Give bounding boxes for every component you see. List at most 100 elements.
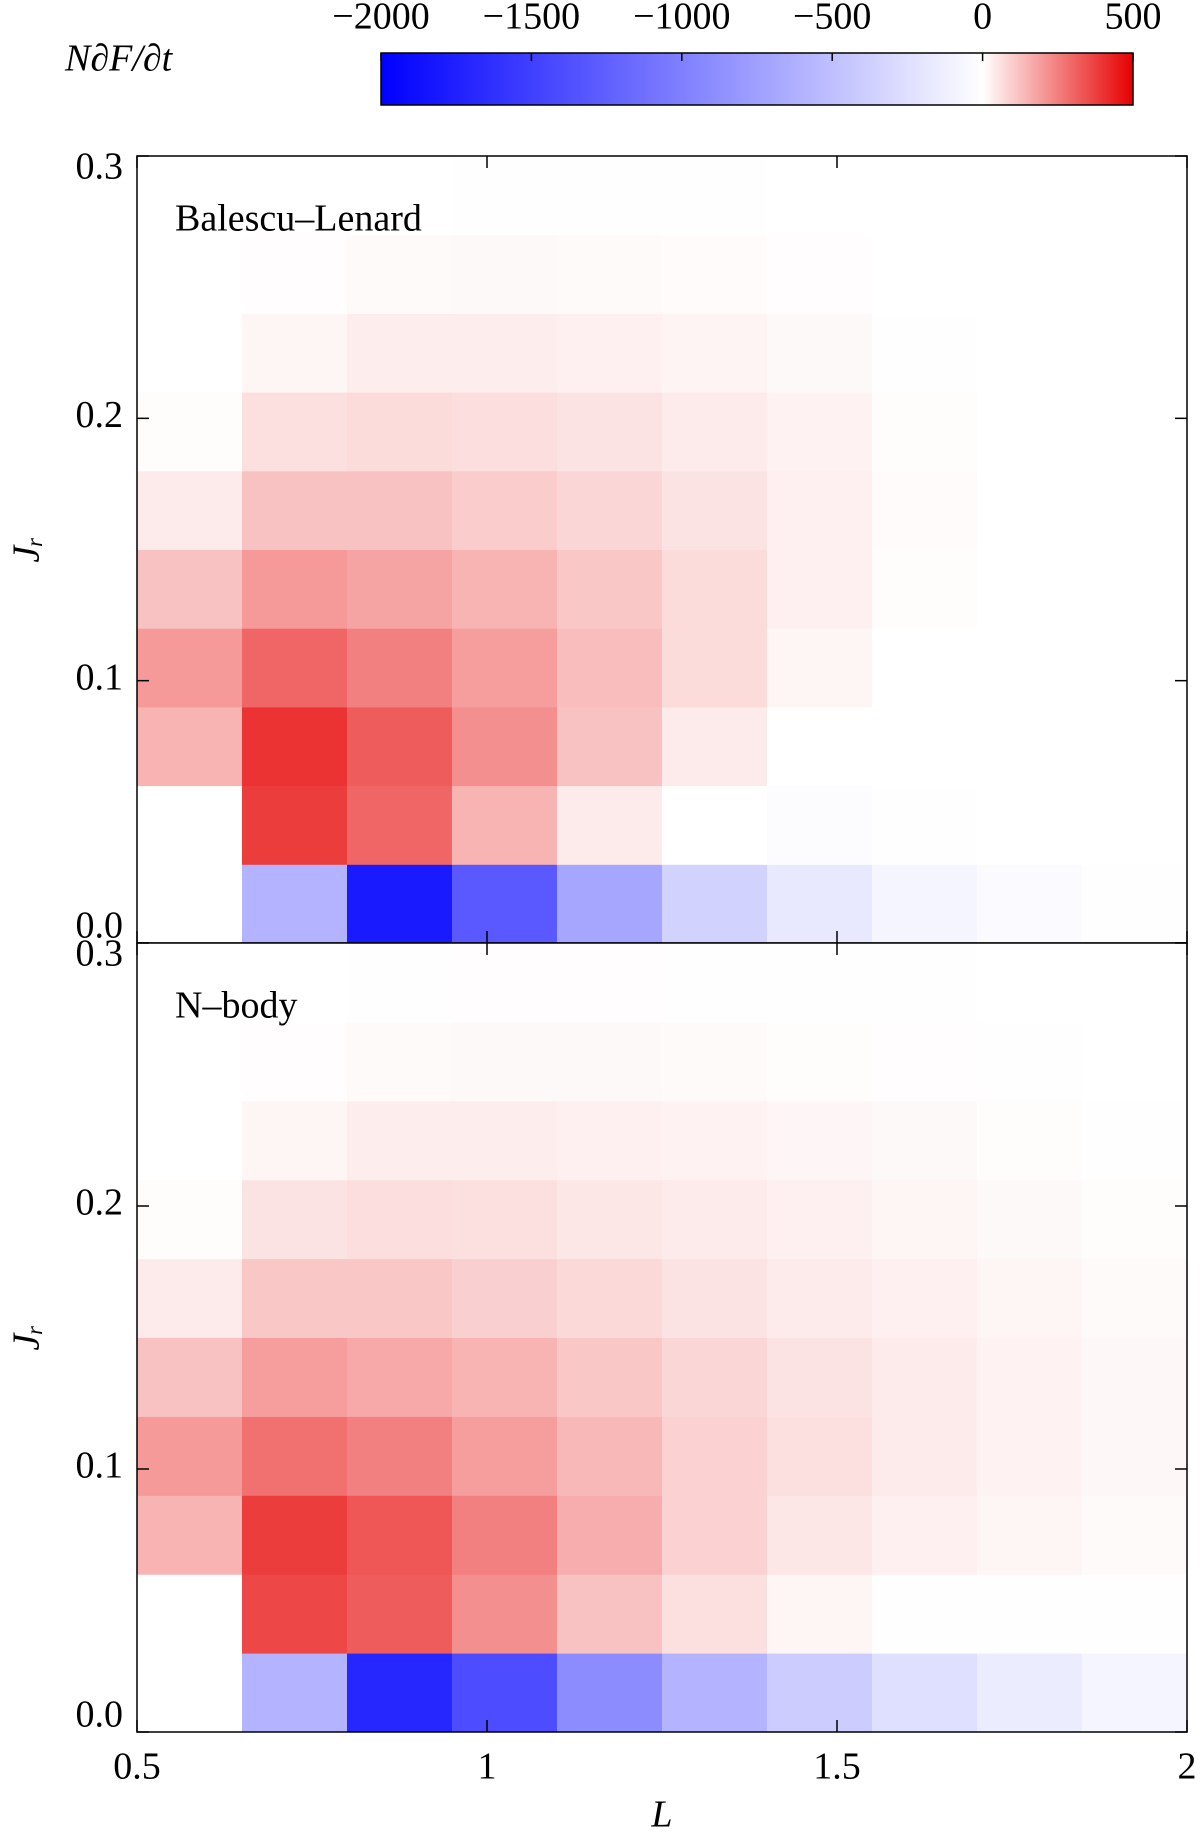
heatmap-cell — [662, 549, 768, 629]
heatmap-cell — [242, 392, 348, 472]
heatmap-cell — [557, 785, 663, 865]
heatmap-cell — [452, 1337, 558, 1417]
heatmap-cell — [767, 628, 873, 708]
heatmap-cell — [452, 706, 558, 787]
heatmap-cell — [557, 1416, 663, 1496]
heatmap-cell — [1082, 392, 1188, 472]
heatmap-cell — [977, 1416, 1083, 1496]
colorbar-label: N∂F/∂t — [64, 38, 174, 80]
heatmap-cell — [452, 234, 558, 314]
heatmap-cell — [1082, 549, 1188, 629]
heatmap-cell — [662, 1021, 768, 1102]
y-tick-label: 0.1 — [76, 1445, 124, 1487]
heatmap-cell — [242, 1574, 348, 1654]
plot-frame — [136, 942, 1188, 1733]
heatmap-cell — [767, 1100, 873, 1181]
heatmap-cell — [137, 943, 243, 1023]
heatmap-cell — [1082, 1100, 1188, 1181]
heatmap-cell — [557, 156, 663, 236]
y-tick-label: 0.0 — [76, 905, 124, 947]
heatmap-cell — [767, 470, 873, 550]
colorbar-tick-label: −1500 — [483, 0, 580, 38]
heatmap-cell — [557, 864, 663, 944]
heatmap-cell — [137, 1021, 243, 1102]
heatmap-cell — [242, 1021, 348, 1102]
heatmap-cell — [662, 1495, 768, 1575]
heatmap-cell — [977, 313, 1083, 393]
heatmap-cell — [977, 1653, 1083, 1733]
heatmap-cell — [347, 1653, 453, 1733]
heatmap-cell — [872, 1653, 978, 1733]
heatmap-cell — [767, 1653, 873, 1733]
heatmap-cell — [977, 1021, 1083, 1102]
heatmap-cell — [767, 1495, 873, 1575]
heatmap-cell — [347, 1021, 453, 1102]
heatmap-cell — [872, 156, 978, 236]
colorbar-tick-label: 500 — [1105, 0, 1162, 38]
heatmap-cell — [872, 313, 978, 393]
heatmap-cell — [662, 628, 768, 708]
heatmap-cell — [872, 943, 978, 1023]
heatmap-cell — [347, 156, 453, 236]
heatmap-cell — [767, 1179, 873, 1260]
heatmap-cell — [872, 234, 978, 314]
heatmap-cell — [767, 313, 873, 393]
heatmap-cell — [872, 1100, 978, 1181]
heatmap-cell — [347, 234, 453, 314]
heatmap-cell — [662, 1337, 768, 1417]
heatmap-cell — [1082, 943, 1188, 1023]
heatmap-cell — [1082, 1021, 1188, 1102]
heatmap-cell — [662, 1179, 768, 1260]
heatmap-cell — [242, 1258, 348, 1338]
heatmap-cell — [977, 943, 1083, 1023]
heatmap-cell — [452, 1179, 558, 1260]
colorbar-tick-label: 0 — [973, 0, 992, 38]
y-tick-label: 0.1 — [76, 656, 124, 698]
y-tick-label: 0.3 — [76, 146, 124, 188]
heatmap-cell — [977, 1258, 1083, 1338]
heatmap-cell — [662, 1574, 768, 1654]
heatmap-cell — [557, 392, 663, 472]
heatmap-cell — [242, 706, 348, 787]
heatmap-cell — [452, 1100, 558, 1181]
heatmap-cell — [662, 943, 768, 1023]
heatmap-cell — [557, 1495, 663, 1575]
heatmap-cell — [872, 1416, 978, 1496]
heatmap-cell — [662, 864, 768, 944]
heatmap-cell — [137, 1179, 243, 1260]
heatmap-cell — [1082, 1179, 1188, 1260]
heatmap-cell — [977, 1337, 1083, 1417]
heatmap-cell — [452, 785, 558, 865]
heatmap-cell — [872, 1021, 978, 1102]
heatmap-cell — [1082, 470, 1188, 550]
heatmap-cell — [452, 156, 558, 236]
heatmap-cell — [977, 470, 1083, 550]
heatmap-cell — [1082, 1495, 1188, 1575]
heatmap-cell — [977, 864, 1083, 944]
x-axis-label: L — [650, 1794, 672, 1836]
heatmap-cell — [452, 1574, 558, 1654]
heatmap-cell — [452, 549, 558, 629]
heatmap-cell — [452, 1653, 558, 1733]
heatmap-cell — [1082, 628, 1188, 708]
heatmap-cell — [242, 1337, 348, 1417]
heatmap-cell — [767, 706, 873, 787]
heatmap-cell — [452, 1021, 558, 1102]
heatmap-cell — [767, 785, 873, 865]
heatmap-cell — [767, 1416, 873, 1496]
heatmap-cell — [662, 785, 768, 865]
y-axis-label: Jᵣ — [6, 536, 48, 562]
heatmap-cell — [347, 313, 453, 393]
heatmap-cell — [662, 234, 768, 314]
heatmap-cell — [872, 864, 978, 944]
heatmap-cell — [347, 549, 453, 629]
heatmap-cell — [242, 156, 348, 236]
heatmap-cell — [557, 1653, 663, 1733]
heatmap-cell — [977, 549, 1083, 629]
heatmap-cell — [767, 943, 873, 1023]
heatmap-cell — [767, 1574, 873, 1654]
heatmap-cell — [242, 313, 348, 393]
heatmap-cell — [137, 234, 243, 314]
heatmap-cell — [452, 1258, 558, 1338]
